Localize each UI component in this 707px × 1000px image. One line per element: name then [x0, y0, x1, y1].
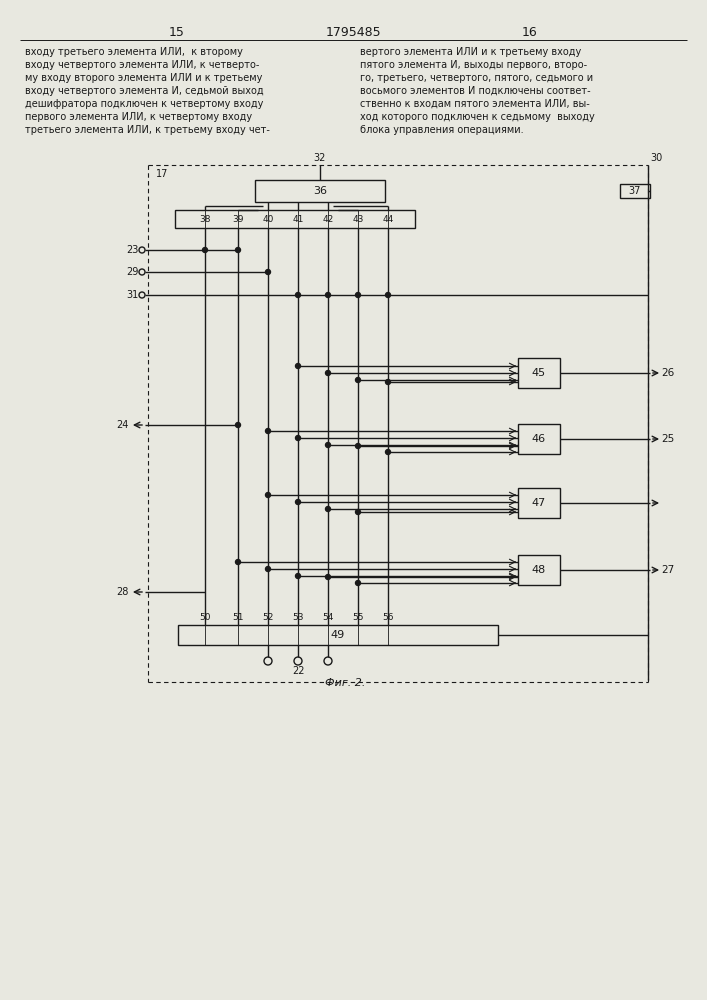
- Text: 32: 32: [314, 153, 326, 163]
- Text: восьмого элементов И подключены соответ-: восьмого элементов И подключены соответ-: [360, 86, 590, 96]
- Text: му входу второго элемента ИЛИ и к третьему: му входу второго элемента ИЛИ и к третье…: [25, 73, 262, 83]
- Text: 15: 15: [169, 25, 185, 38]
- Text: 30: 30: [650, 153, 662, 163]
- Text: входу четвертого элемента И, седьмой выход: входу четвертого элемента И, седьмой вых…: [25, 86, 264, 96]
- Text: третьего элемента ИЛИ, к третьему входу чет-: третьего элемента ИЛИ, к третьему входу …: [25, 125, 270, 135]
- Circle shape: [235, 247, 240, 252]
- Bar: [518, 424, 560, 454]
- Text: 23: 23: [126, 245, 138, 255]
- Text: 16: 16: [522, 25, 538, 38]
- Text: входу третьего элемента ИЛИ,  к второму: входу третьего элемента ИЛИ, к второму: [25, 47, 243, 57]
- Text: 29: 29: [126, 267, 138, 277]
- Text: 52: 52: [262, 613, 274, 622]
- Circle shape: [266, 492, 271, 497]
- Text: 43: 43: [352, 215, 363, 224]
- Circle shape: [266, 428, 271, 434]
- Text: 26: 26: [661, 368, 674, 378]
- Text: входу четвертого элемента ИЛИ, к четверто-: входу четвертого элемента ИЛИ, к четверт…: [25, 60, 259, 70]
- Text: го, третьего, четвертого, пятого, седьмого и: го, третьего, четвертого, пятого, седьмо…: [360, 73, 593, 83]
- Circle shape: [296, 363, 300, 368]
- Text: 31: 31: [126, 290, 138, 300]
- Circle shape: [356, 377, 361, 382]
- Text: 53: 53: [292, 613, 304, 622]
- Text: блока управления операциями.: блока управления операциями.: [360, 125, 524, 135]
- Text: 56: 56: [382, 613, 394, 622]
- Text: 28: 28: [116, 587, 128, 597]
- Text: 40: 40: [262, 215, 274, 224]
- Text: 1795485: 1795485: [325, 25, 381, 38]
- Circle shape: [325, 292, 330, 298]
- Text: дешифратора подключен к четвертому входу: дешифратора подключен к четвертому входу: [25, 99, 264, 109]
- Circle shape: [325, 442, 330, 448]
- Text: 51: 51: [233, 613, 244, 622]
- Circle shape: [296, 574, 300, 578]
- Text: 25: 25: [661, 434, 674, 444]
- Text: вертого элемента ИЛИ и к третьему входу: вертого элемента ИЛИ и к третьему входу: [360, 47, 581, 57]
- Circle shape: [325, 370, 330, 375]
- Text: 36: 36: [313, 186, 327, 196]
- Text: 46: 46: [532, 434, 546, 444]
- Circle shape: [266, 269, 271, 274]
- Circle shape: [235, 422, 240, 428]
- Bar: [255, 180, 385, 202]
- Circle shape: [356, 580, 361, 585]
- Circle shape: [325, 506, 330, 512]
- Circle shape: [202, 247, 207, 252]
- Text: 41: 41: [292, 215, 304, 224]
- Text: 24: 24: [116, 420, 128, 430]
- Circle shape: [296, 436, 300, 440]
- Circle shape: [296, 499, 300, 504]
- Bar: [518, 555, 560, 585]
- Text: 38: 38: [199, 215, 211, 224]
- Text: 54: 54: [322, 613, 334, 622]
- Text: пятого элемента И, выходы первого, второ-: пятого элемента И, выходы первого, второ…: [360, 60, 587, 70]
- Text: 50: 50: [199, 613, 211, 622]
- Circle shape: [296, 292, 300, 298]
- Bar: [518, 358, 560, 388]
- Circle shape: [385, 379, 390, 384]
- Bar: [178, 625, 498, 645]
- Text: 22: 22: [293, 666, 305, 676]
- Circle shape: [356, 510, 361, 514]
- Text: 39: 39: [233, 215, 244, 224]
- Circle shape: [356, 292, 361, 298]
- Circle shape: [235, 560, 240, 564]
- Text: ход которого подключен к седьмому  выходу: ход которого подключен к седьмому выходу: [360, 112, 595, 122]
- Text: первого элемента ИЛИ, к четвертому входу: первого элемента ИЛИ, к четвертому входу: [25, 112, 252, 122]
- Text: 45: 45: [532, 368, 546, 378]
- Circle shape: [356, 444, 361, 448]
- Text: 47: 47: [532, 498, 546, 508]
- Circle shape: [385, 450, 390, 454]
- Bar: [518, 488, 560, 518]
- Text: 42: 42: [322, 215, 334, 224]
- Text: ственно к входам пятого элемента ИЛИ, вы-: ственно к входам пятого элемента ИЛИ, вы…: [360, 99, 590, 109]
- Circle shape: [385, 292, 390, 298]
- Circle shape: [266, 566, 271, 572]
- Text: 37: 37: [629, 186, 641, 196]
- Text: 44: 44: [382, 215, 394, 224]
- Bar: [620, 184, 650, 198]
- Bar: [175, 210, 415, 228]
- Text: Фиг. 2.: Фиг. 2.: [325, 678, 366, 688]
- Text: 48: 48: [532, 565, 546, 575]
- Text: 17: 17: [156, 169, 168, 179]
- Text: 27: 27: [661, 565, 674, 575]
- Text: 55: 55: [352, 613, 363, 622]
- Circle shape: [325, 574, 330, 580]
- Text: 49: 49: [331, 630, 345, 640]
